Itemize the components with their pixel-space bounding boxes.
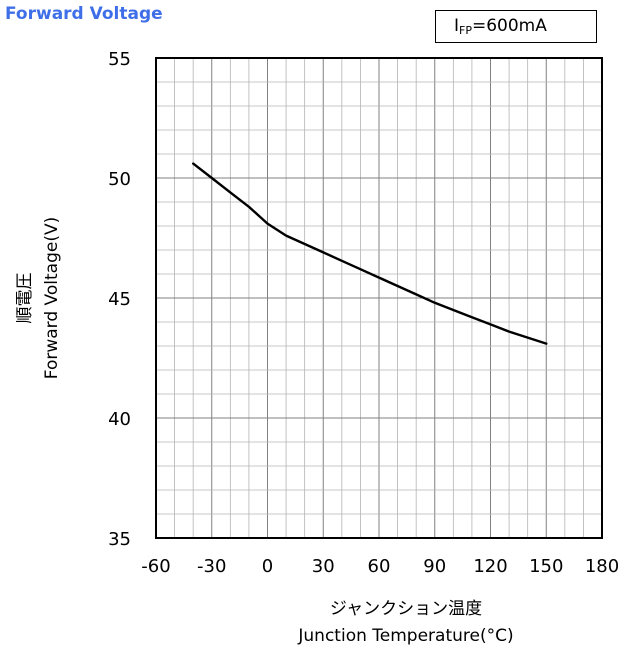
x-axis-label: Junction Temperature(°C) (297, 626, 513, 646)
y-tick-label: 45 (108, 289, 131, 310)
y-axis-label-ja: 順電圧 (15, 273, 35, 324)
y-tick-label: 40 (108, 409, 131, 430)
condition-label: IFP=600mA (435, 10, 597, 43)
x-tick-label: 180 (585, 556, 619, 577)
x-tick-label: 30 (312, 556, 335, 577)
x-tick-label: -60 (141, 556, 170, 577)
condition-subscript: FP (459, 24, 472, 37)
x-axis-label-ja: ジャンクション温度 (330, 599, 482, 619)
x-tick-labels: -60 -30 0 30 60 90 120 150 180 (141, 556, 619, 577)
series-group (191, 162, 548, 345)
page-title: Forward Voltage (5, 4, 163, 24)
x-tick-label: 90 (423, 556, 446, 577)
x-tick-label: -30 (197, 556, 226, 577)
y-tick-label: 35 (108, 529, 131, 550)
plot-frame (155, 57, 603, 539)
series-line (191, 162, 548, 345)
y-tick-label: 50 (108, 169, 131, 190)
x-tick-label: 0 (262, 556, 273, 577)
condition-value: =600mA (471, 16, 547, 36)
condition-symbol: I (454, 16, 460, 36)
y-axis-label: Forward Voltage(V) (42, 217, 62, 379)
y-tick-label: 55 (108, 49, 131, 70)
x-tick-label: 150 (529, 556, 563, 577)
y-tick-labels: 35 40 45 50 55 (108, 49, 131, 550)
x-tick-label: 120 (473, 556, 507, 577)
grid-lines (156, 58, 602, 538)
x-tick-label: 60 (368, 556, 391, 577)
